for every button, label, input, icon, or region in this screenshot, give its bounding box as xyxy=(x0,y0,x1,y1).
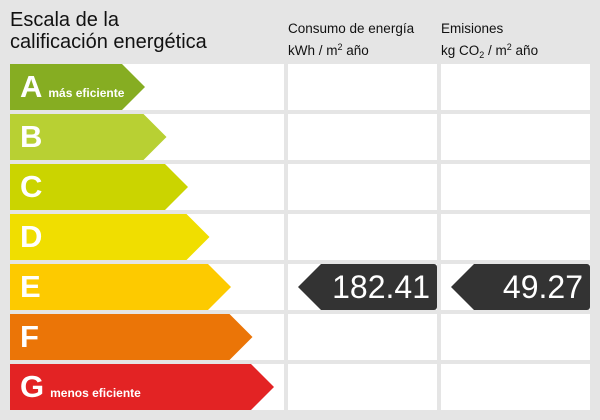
rating-label: más eficiente xyxy=(48,86,125,100)
rating-row-f: F xyxy=(10,314,590,360)
rating-bar: F xyxy=(10,314,253,360)
rating-bar: G menos eficiente xyxy=(10,364,274,410)
rating-letter: E xyxy=(20,269,41,304)
rating-row-d: D xyxy=(10,214,590,260)
emisiones-unit: kg CO2 / m2 año xyxy=(441,42,539,60)
rating-row-g: G menos eficiente xyxy=(10,364,590,410)
consumo-value-marker: 182.41 xyxy=(298,264,437,310)
consumo-cell xyxy=(288,364,437,410)
rating-letter: B xyxy=(20,119,43,154)
consumo-cell xyxy=(288,64,437,110)
emisiones-title: Emisiones xyxy=(441,21,504,36)
rating-bar: B xyxy=(10,114,167,160)
rating-row-b: B xyxy=(10,114,590,160)
rating-bar: E xyxy=(10,264,231,310)
rating-letter: D xyxy=(20,219,43,254)
rating-bar: C xyxy=(10,164,188,210)
emisiones-value-marker: 49.27 xyxy=(451,264,590,310)
rating-row-c: C xyxy=(10,164,590,210)
consumo-title: Consumo de energía xyxy=(288,21,415,36)
consumo-header: Consumo de energía kWh / m2 año xyxy=(288,19,414,60)
title-line-2: calificación energética xyxy=(10,31,207,53)
emisiones-cell xyxy=(441,314,590,360)
emisiones-cell xyxy=(441,364,590,410)
rating-row-e: E 182.41 49.27 xyxy=(10,264,590,310)
emisiones-cell xyxy=(441,114,590,160)
consumo-cell xyxy=(288,114,437,160)
consumo-cell xyxy=(288,214,437,260)
rating-letter: G xyxy=(20,369,45,404)
emisiones-cell xyxy=(441,214,590,260)
consumo-cell xyxy=(288,314,437,360)
rating-letter: A xyxy=(20,69,43,104)
rating-label: menos eficiente xyxy=(50,386,141,400)
rating-letter: C xyxy=(20,169,43,204)
rating-bar: D xyxy=(10,214,210,260)
title-line-1: Escala de la xyxy=(10,9,119,31)
emisiones-cell xyxy=(441,64,590,110)
page-title: Escala de la calificación energética xyxy=(10,9,207,53)
rating-letter: F xyxy=(20,319,39,354)
rating-row-a: A más eficiente xyxy=(10,64,590,110)
rating-bar: A más eficiente xyxy=(10,64,145,110)
emisiones-cell xyxy=(441,164,590,210)
consumo-cell xyxy=(288,164,437,210)
emisiones-header: Emisiones kg CO2 / m2 año xyxy=(441,19,538,65)
consumo-unit: kWh / m2 año xyxy=(288,42,369,58)
